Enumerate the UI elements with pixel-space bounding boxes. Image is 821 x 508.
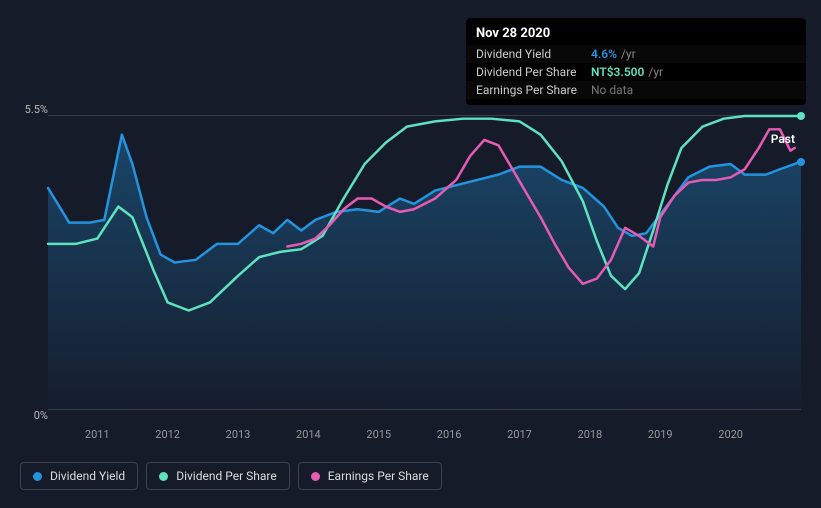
tooltip-row-value: 4.6% [591, 47, 617, 61]
legend-dot-icon [311, 472, 320, 481]
x-axis-tick: 2019 [648, 428, 673, 441]
legend-label: Dividend Yield [50, 469, 125, 483]
tooltip-row: Dividend Per ShareNT$3.500/yr [466, 63, 806, 81]
x-axis-tick: 2012 [155, 428, 180, 441]
tooltip-row-value: NT$3.500 [591, 65, 644, 79]
x-axis-tick: 2015 [366, 428, 391, 441]
series-end-marker [797, 158, 805, 166]
tooltip-row: Earnings Per ShareNo data [466, 81, 806, 99]
legend-label: Earnings Per Share [328, 469, 429, 483]
legend-dot-icon [159, 472, 168, 481]
tooltip-row-label: Dividend Yield [476, 47, 591, 61]
x-axis-tick: 2016 [437, 428, 462, 441]
legend-item[interactable]: Dividend Per Share [146, 462, 290, 490]
x-axis-tick: 2013 [226, 428, 251, 441]
chart-area: 5.5% 0% Past [20, 105, 801, 420]
legend-dot-icon [33, 472, 42, 481]
chart-svg [48, 116, 801, 409]
y-axis-min-label: 0% [20, 409, 48, 422]
legend-label: Dividend Per Share [176, 469, 277, 483]
y-axis-max-label: 5.5% [20, 103, 48, 116]
tooltip-row-unit: /yr [621, 47, 636, 61]
plot-region[interactable]: Past [48, 115, 801, 410]
x-axis-tick: 2014 [296, 428, 321, 441]
past-label: Past [771, 132, 795, 146]
x-axis-tick: 2018 [578, 428, 603, 441]
tooltip-row: Dividend Yield4.6% /yr [466, 45, 806, 63]
tooltip-row-nodata: No data [591, 83, 633, 97]
tooltip-date: Nov 28 2020 [466, 24, 806, 45]
chart-tooltip: Nov 28 2020 Dividend Yield4.6%/yrDividen… [466, 18, 806, 105]
x-axis-tick: 2011 [85, 428, 110, 441]
legend-item[interactable]: Earnings Per Share [298, 462, 442, 490]
tooltip-row-label: Earnings Per Share [476, 83, 591, 97]
series-end-marker [797, 112, 805, 120]
x-axis-tick: 2020 [718, 428, 743, 441]
legend-item[interactable]: Dividend Yield [20, 462, 138, 490]
x-axis: 2011 2012 2013 2014 2015 2016 2017 2018 2019 2020 [48, 428, 801, 444]
tooltip-row-unit: /yr [648, 65, 663, 79]
x-axis-tick: 2017 [507, 428, 532, 441]
tooltip-row-label: Dividend Per Share [476, 65, 591, 79]
legend: Dividend Yield Dividend Per Share Earnings… [20, 462, 442, 490]
